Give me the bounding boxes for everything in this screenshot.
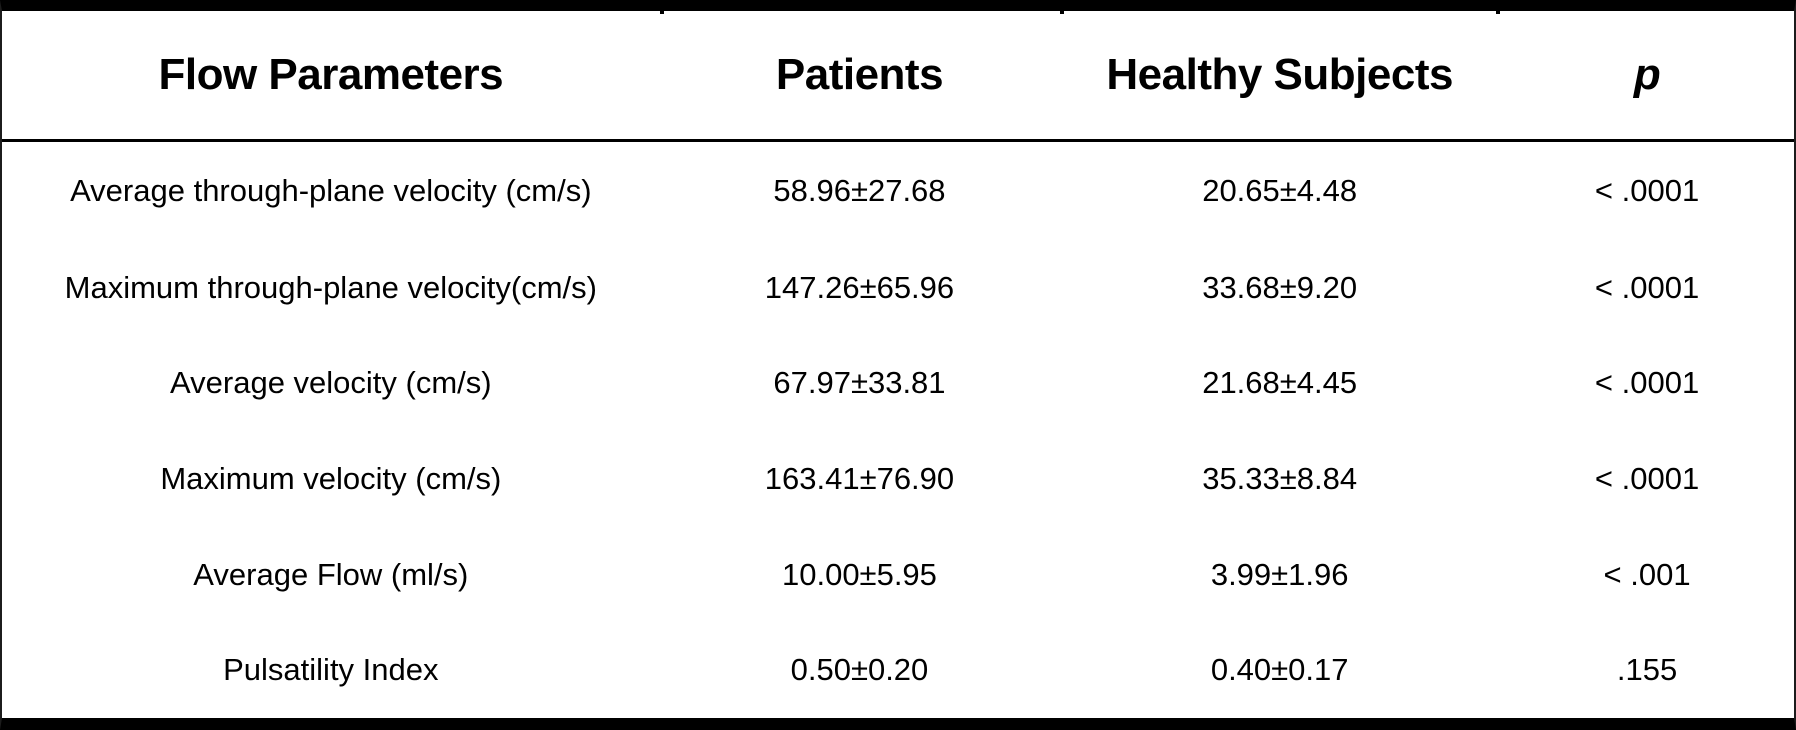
cell-healthy-subjects-value: 0.40±0.17 (1210, 652, 1349, 688)
column-header-healthy-subjects: Healthy Subjects (1059, 11, 1501, 142)
cell-healthy-subjects-value: 3.99±1.96 (1210, 556, 1349, 592)
cell-healthy-subjects-value: 33.68±9.20 (1202, 269, 1358, 305)
cell-parameter: Average velocity (cm/s) (170, 365, 492, 401)
table-row: Maximum velocity (cm/s) 163.41±76.90 35.… (2, 431, 1794, 527)
cell-patients-value: 10.00±5.95 (781, 556, 937, 592)
cell-p-value: .155 (1616, 652, 1678, 688)
top-rule-tick (1060, 11, 1064, 14)
cell-p-value: < .0001 (1594, 269, 1700, 305)
top-rule-tick (1496, 11, 1500, 14)
column-header-p-value: p (1500, 11, 1794, 142)
table-row: Pulsatility Index 0.50±0.20 0.40±0.17 .1… (2, 622, 1794, 718)
cell-parameter: Maximum velocity (cm/s) (160, 461, 502, 496)
column-header-patients: Patients (659, 11, 1060, 142)
table-header: Flow Parameters Patients Healthy Subject… (2, 11, 1794, 142)
table-row: Average velocity (cm/s) 67.97±33.81 21.6… (2, 336, 1794, 432)
cell-parameter: Average Flow (ml/s) (193, 556, 469, 592)
cell-p-value: < .0001 (1594, 365, 1700, 401)
header-row: Flow Parameters Patients Healthy Subject… (2, 11, 1794, 142)
column-header-flow-parameters: Flow Parameters (2, 11, 660, 142)
cell-parameter: Maximum through-plane velocity(cm/s) (64, 269, 597, 305)
cell-parameter: Average through-plane velocity (cm/s) (70, 173, 592, 209)
table-row: Average through-plane velocity (cm/s) 58… (2, 141, 1794, 241)
flow-parameters-table: Flow Parameters Patients Healthy Subject… (2, 11, 1794, 718)
cell-patients-value: 147.26±65.96 (764, 269, 955, 305)
top-rule-tick (660, 11, 664, 14)
table-body: Average through-plane velocity (cm/s) 58… (2, 141, 1794, 719)
table-row: Average Flow (ml/s) 10.00±5.95 3.99±1.96… (2, 527, 1794, 623)
cell-healthy-subjects-value: 21.68±4.45 (1202, 365, 1358, 401)
cell-parameter: Pulsatility Index (223, 652, 439, 688)
cell-patients-value: 67.97±33.81 (773, 365, 946, 401)
cell-patients-value: 58.96±27.68 (773, 173, 946, 209)
cell-healthy-subjects-value: 20.65±4.48 (1202, 173, 1358, 209)
table-row: Maximum through-plane velocity(cm/s) 147… (2, 240, 1794, 336)
cell-healthy-subjects-value: 35.33±8.84 (1202, 461, 1358, 496)
cell-patients-value: 0.50±0.20 (790, 652, 929, 688)
cell-p-value: < .0001 (1594, 173, 1700, 209)
cell-patients-value: 163.41±76.90 (764, 461, 955, 496)
cell-p-value: < .0001 (1594, 461, 1700, 496)
cell-p-value: < .001 (1603, 556, 1691, 592)
